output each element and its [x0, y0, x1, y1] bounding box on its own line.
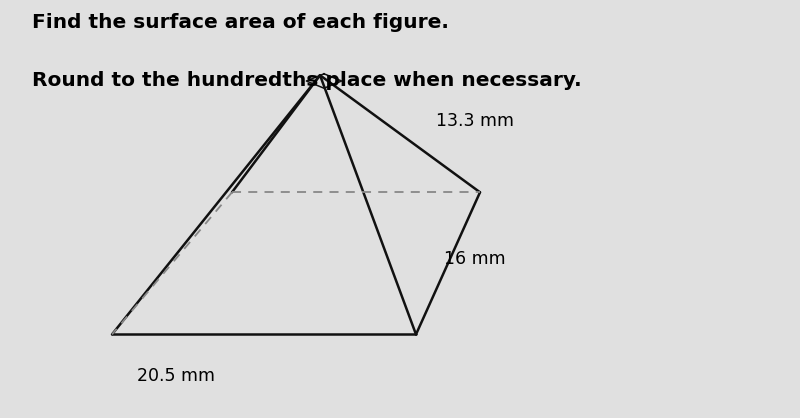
Text: 16 mm: 16 mm — [444, 250, 506, 268]
Text: 13.3 mm: 13.3 mm — [436, 112, 514, 130]
Text: Round to the hundredths place when necessary.: Round to the hundredths place when neces… — [32, 71, 582, 90]
Text: 20.5 mm: 20.5 mm — [137, 367, 215, 385]
Text: Find the surface area of each figure.: Find the surface area of each figure. — [32, 13, 449, 31]
